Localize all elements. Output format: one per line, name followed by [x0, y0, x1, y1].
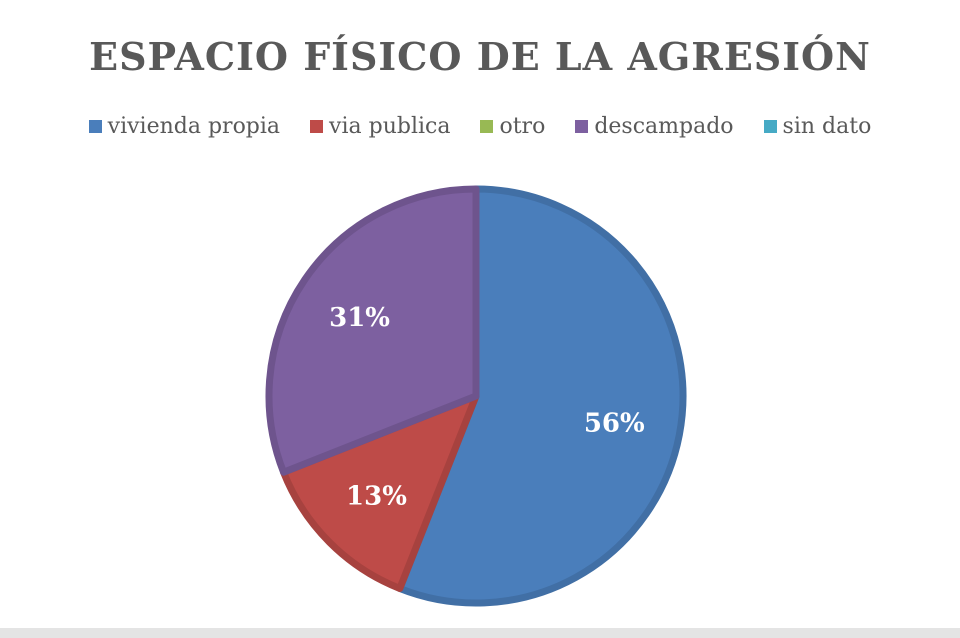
legend-label: descampado: [594, 114, 734, 139]
pie-slice-vivienda-propia: [396, 185, 687, 607]
legend-label: sin dato: [782, 114, 872, 139]
legend-swatch: [763, 120, 777, 133]
legend-item-via-publica: via publica: [310, 114, 450, 139]
legend-label: vivienda propia: [107, 114, 281, 139]
pie-slice-descampado: [265, 185, 480, 476]
legend-item-vivienda-propia: vivienda propia: [88, 114, 281, 139]
legend-item-descampado: descampado: [575, 114, 734, 139]
legend-swatch: [575, 120, 589, 133]
data-label-vivienda-propia: 56%: [584, 408, 645, 438]
chart-legend: vivienda propia via publica otro descamp…: [0, 114, 960, 139]
legend-item-otro: otro: [480, 114, 545, 139]
legend-item-sin-dato: sin dato: [763, 114, 872, 139]
data-label-via-publica: 13%: [346, 482, 407, 512]
legend-swatch: [480, 120, 494, 133]
legend-swatch: [88, 120, 102, 133]
bottom-band: [0, 628, 960, 638]
chart-title: ESPACIO FÍSICO DE LA AGRESIÓN: [89, 34, 871, 79]
legend-label: via publica: [329, 114, 451, 139]
data-label-descampado: 31%: [329, 303, 390, 333]
legend-label: otro: [499, 114, 546, 139]
legend-swatch: [310, 120, 324, 133]
pie-slice-via-publica: [280, 392, 480, 592]
